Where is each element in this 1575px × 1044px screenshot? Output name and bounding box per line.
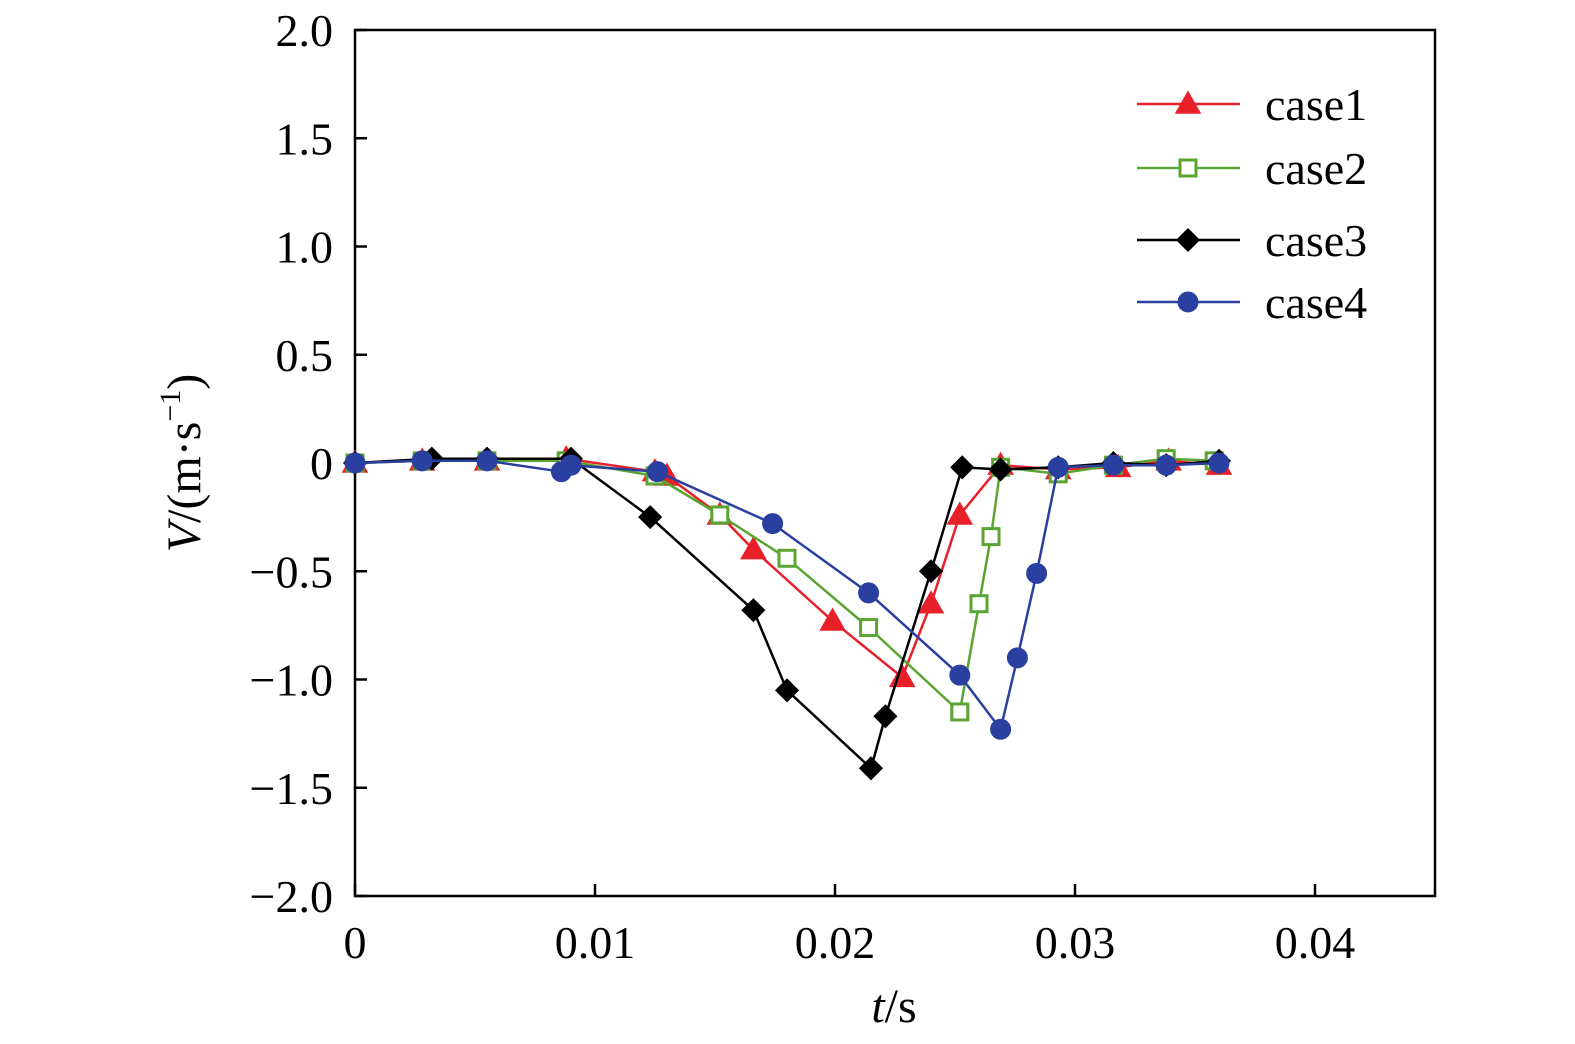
y-tick-label: −2.0 <box>250 871 333 922</box>
y-tick-label: 1.0 <box>276 222 334 273</box>
data-point-case3 <box>774 678 800 703</box>
data-point-case4 <box>344 452 366 474</box>
data-point-case2 <box>777 548 797 568</box>
x-tick-label: 0.03 <box>1035 917 1116 968</box>
data-point-case2 <box>981 527 1001 547</box>
series-case2 <box>345 449 1224 722</box>
data-point-case4 <box>762 513 784 535</box>
data-point-case4 <box>560 454 582 476</box>
data-point-case2 <box>710 505 730 525</box>
y-tick-label: 2.0 <box>276 5 334 56</box>
x-axis-label: t/s <box>871 980 916 1033</box>
x-tick-label: 0.01 <box>555 917 636 968</box>
series-line-case3 <box>354 457 1220 770</box>
legend-label: case2 <box>1265 143 1367 194</box>
data-point-case3 <box>741 598 766 623</box>
legend-marker <box>1174 90 1202 114</box>
data-point-case4 <box>646 461 668 483</box>
data-point-case3 <box>988 457 1013 482</box>
legend-item-case3: case3 <box>1137 215 1367 266</box>
data-point-case4 <box>990 718 1012 740</box>
data-point-case4 <box>1047 456 1069 478</box>
y-tick-label: 0.5 <box>276 330 334 381</box>
legend-label: case1 <box>1265 79 1367 130</box>
series-line-case4 <box>354 459 1220 731</box>
series-case3 <box>342 446 1232 781</box>
data-point-case3 <box>858 756 884 781</box>
data-point-case2 <box>950 702 970 722</box>
legend-item-case2: case2 <box>1137 143 1367 194</box>
legend: case1 case2 case3 case4 <box>1137 79 1367 328</box>
series-line-case1 <box>354 457 1220 679</box>
data-point-case4 <box>1006 647 1028 669</box>
data-point-case4 <box>411 450 433 472</box>
data-point-case1 <box>740 536 767 560</box>
data-point-case4 <box>1102 454 1124 476</box>
x-tick-label: 0.04 <box>1275 917 1356 968</box>
data-point-case4 <box>949 664 971 686</box>
data-point-case1 <box>917 590 945 614</box>
data-point-case4 <box>1208 452 1230 474</box>
legend-marker <box>1178 158 1198 178</box>
data-point-case3 <box>950 455 975 480</box>
legend-marker <box>1175 227 1201 253</box>
data-point-case2 <box>969 594 989 614</box>
series-layer <box>341 445 1233 781</box>
tick-layer: 0 0.01 0.02 0.03 0.04 2.0 1.5 1.0 0.5 0 −0.5 −1.0 −1… <box>250 5 1356 968</box>
legend-item-case4: case4 <box>1137 277 1367 328</box>
legend-label: case4 <box>1265 277 1367 328</box>
y-tick-label: 1.5 <box>276 113 334 164</box>
legend-label: case3 <box>1265 215 1367 266</box>
data-point-case3 <box>873 704 898 729</box>
data-point-case1 <box>946 501 974 525</box>
y-tick-label: −0.5 <box>250 546 333 597</box>
y-tick-label: −1.0 <box>250 655 333 706</box>
data-point-case4 <box>1026 562 1048 584</box>
y-axis-label: V/(m·s−1) <box>154 374 211 553</box>
y-tick-label: −1.5 <box>250 763 333 814</box>
x-tick-label: 0 <box>344 917 367 968</box>
data-point-case2 <box>859 618 879 638</box>
x-tick-label: 0.02 <box>795 917 876 968</box>
data-point-case3 <box>638 505 663 530</box>
y-tick-label: 0 <box>310 438 333 489</box>
data-point-case4 <box>476 450 498 472</box>
data-point-case4 <box>1155 454 1177 476</box>
legend-marker <box>1177 291 1199 313</box>
data-point-case4 <box>858 582 880 604</box>
series-line-case2 <box>354 457 1215 714</box>
data-point-case3 <box>918 559 944 584</box>
data-point-case1 <box>888 663 916 688</box>
legend-item-case1: case1 <box>1137 79 1367 130</box>
series-case4 <box>344 450 1230 740</box>
data-point-case1 <box>819 607 846 631</box>
